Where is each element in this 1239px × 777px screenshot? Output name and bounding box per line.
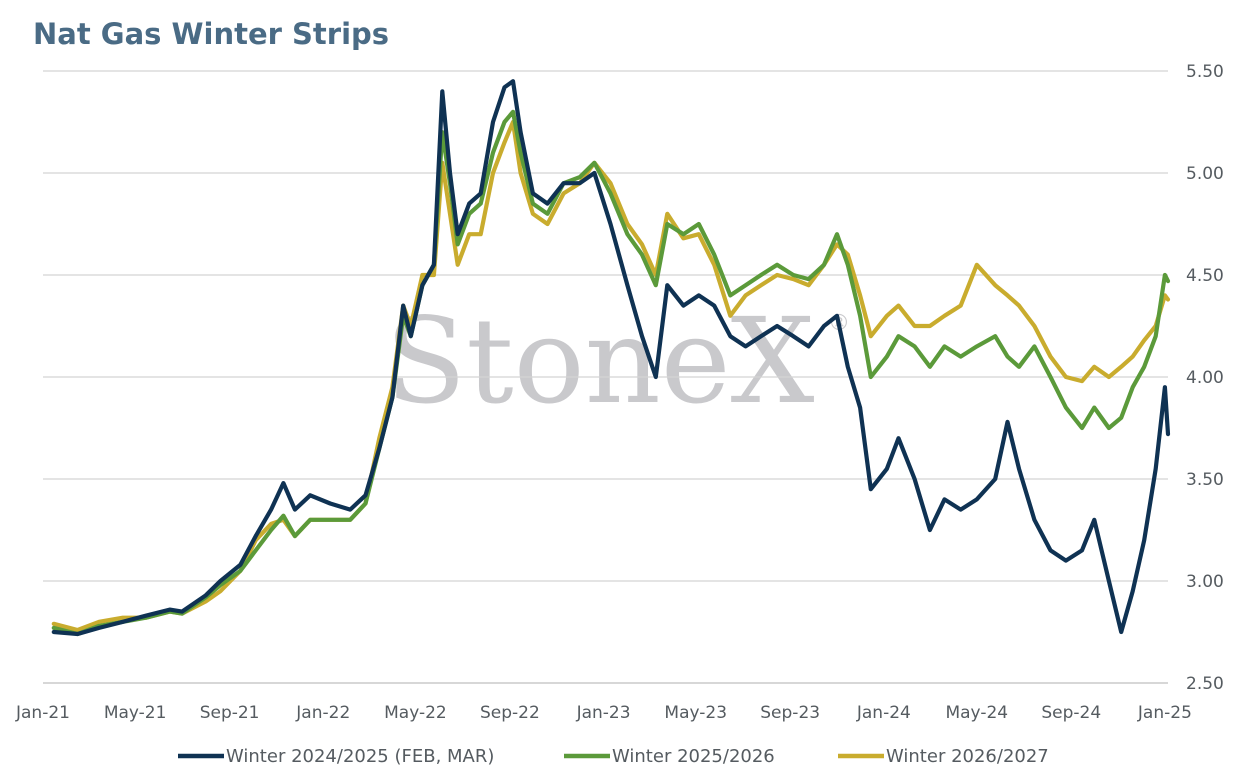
x-tick-label: Jan-21 [15, 703, 70, 723]
x-tick-label: Sep-24 [1041, 703, 1101, 723]
x-tick-label: Jan-23 [576, 703, 631, 723]
series-line-2 [51, 109, 1171, 637]
y-tick-label: 4.00 [1186, 368, 1224, 388]
series-lines [51, 79, 1171, 637]
x-tick-label: May-24 [945, 703, 1008, 723]
stonex-watermark: StoneX ® [385, 292, 850, 430]
x-tick-label: May-21 [104, 703, 167, 723]
x-tick-label: Jan-24 [856, 703, 911, 723]
watermark-text: StoneX [385, 292, 814, 430]
x-tick-label: May-22 [384, 703, 447, 723]
gridlines [43, 70, 1168, 684]
x-tick-label: Sep-22 [480, 703, 540, 723]
legend-label: Winter 2024/2025 (FEB, MAR) [226, 746, 494, 767]
y-tick-label: 3.50 [1186, 470, 1224, 490]
y-tick-label: 3.00 [1186, 572, 1224, 592]
legend-label: Winter 2025/2026 [612, 746, 775, 767]
legend-label: Winter 2026/2027 [886, 746, 1049, 767]
y-tick-label: 4.50 [1186, 266, 1224, 286]
x-tick-label: Sep-23 [760, 703, 820, 723]
x-tick-label: May-23 [664, 703, 727, 723]
y-tick-label: 2.50 [1186, 674, 1224, 694]
x-tick-label: Jan-25 [1137, 703, 1192, 723]
x-tick-label: Sep-21 [200, 703, 260, 723]
y-axis: 2.50 3.00 3.50 4.00 4.50 5.00 5.50 [1186, 62, 1224, 694]
legend: Winter 2024/2025 (FEB, MAR) Winter 2025/2… [178, 746, 1049, 767]
x-tick-label: Jan-22 [295, 703, 350, 723]
chart-title: Nat Gas Winter Strips [33, 17, 389, 51]
series-line-1 [51, 79, 1171, 637]
x-axis: Jan-21 May-21 Sep-21 Jan-22 May-22 Sep-22 Jan-… [15, 703, 1192, 723]
y-tick-label: 5.50 [1186, 62, 1224, 82]
y-tick-label: 5.00 [1186, 164, 1224, 184]
